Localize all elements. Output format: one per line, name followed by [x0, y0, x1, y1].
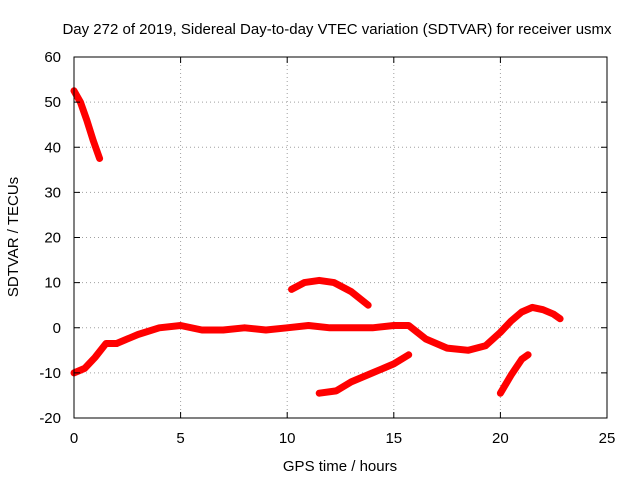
series-arc-6 [496, 351, 532, 397]
series-arc-4 [288, 276, 372, 309]
axis-ticks: 0 5 10 15 20 25 -20 -10 0 10 20 30 40 50 60 [39, 49, 615, 447]
x-tick-label: 25 [599, 430, 616, 447]
y-tick-label: 20 [44, 230, 61, 247]
y-tick-label: -10 [39, 365, 61, 382]
y-tick-label: 50 [44, 94, 61, 111]
x-tick-label: 0 [70, 430, 78, 447]
series-arc-1 [70, 87, 104, 162]
x-tick-label: 10 [279, 430, 296, 447]
y-axis-label: SDTVAR / TECUs [5, 177, 22, 297]
x-tick-label: 5 [176, 430, 184, 447]
series-arc-3 [113, 303, 564, 354]
y-tick-label: 0 [53, 320, 61, 337]
y-tick-label: 10 [44, 275, 61, 292]
y-tick-label: -20 [39, 410, 61, 427]
x-tick-label: 15 [385, 430, 402, 447]
plot-frame [73, 56, 608, 419]
y-tick-label: 40 [44, 139, 61, 156]
x-tick-label: 20 [492, 430, 509, 447]
y-tick-label: 30 [44, 184, 61, 201]
data-layer [70, 87, 564, 397]
chart-title: Day 272 of 2019, Sidereal Day-to-day VTE… [62, 21, 612, 38]
x-axis-label: GPS time / hours [283, 458, 397, 475]
series-arc-2 [70, 340, 121, 377]
series-arc-5 [315, 351, 413, 397]
grid [74, 57, 607, 418]
y-tick-label: 60 [44, 49, 61, 66]
